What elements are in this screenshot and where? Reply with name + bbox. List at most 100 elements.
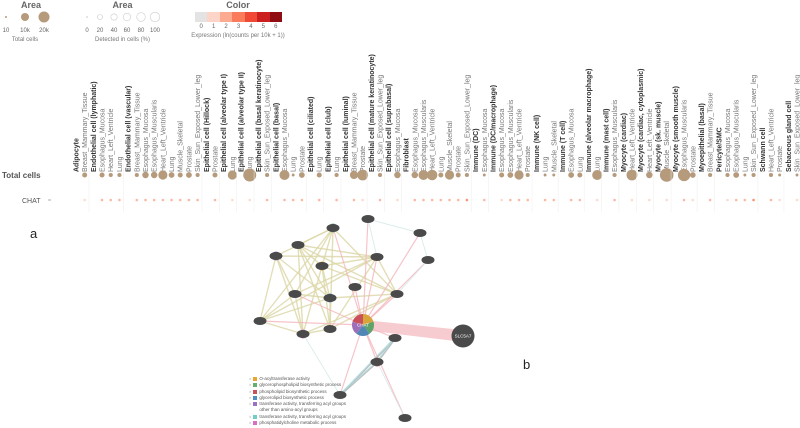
expression-dot: [691, 198, 695, 202]
gene-node[interactable]: [370, 357, 384, 367]
cell-type-label: Immune (T cell): [560, 121, 567, 172]
gene-node[interactable]: [326, 223, 340, 233]
total-cells-dot: [426, 169, 438, 181]
gene-node[interactable]: [388, 334, 402, 342]
total-cells-dot: [507, 172, 514, 178]
network-edge: [376, 256, 398, 295]
legend-detected-circles: [86, 11, 161, 23]
expression-dot: [456, 198, 460, 202]
gene-node[interactable]: [323, 293, 337, 303]
expression-dot: [665, 198, 668, 202]
expression-dot: [118, 198, 121, 202]
tissue-label: Esophagus_Mucosa: [499, 108, 506, 172]
tissue-label: Prostate: [525, 146, 532, 172]
go-legend-item[interactable]: × transferase activity, transferring acyl…: [249, 414, 354, 420]
remove-icon[interactable]: ×: [249, 376, 252, 381]
gene-node-chat[interactable]: CHAT: [352, 314, 374, 336]
tissue-label: Muscle_Skeletal: [551, 121, 558, 172]
expression-dot: [161, 198, 165, 202]
total-cells-dot: [568, 172, 575, 178]
network-edge: [294, 293, 304, 335]
remove-icon[interactable]: ×: [249, 388, 252, 394]
total-cells-dot: [291, 173, 295, 177]
tissue-label: Skin_Sun_Exposed_Lower_leg: [265, 75, 272, 172]
network-edge: [297, 244, 331, 330]
remove-icon[interactable]: ×: [249, 413, 252, 419]
total-cells-dot: [134, 172, 139, 178]
network-edge: [275, 227, 334, 257]
gene-node[interactable]: [269, 251, 283, 261]
tissue-label: Prostate: [456, 146, 463, 172]
remove-icon[interactable]: ×: [249, 420, 252, 426]
gene-node[interactable]: [348, 283, 362, 291]
gene-node[interactable]: [390, 290, 404, 298]
go-legend-item[interactable]: × O-acyltransferase activity: [249, 376, 354, 382]
network-edge: [259, 320, 304, 335]
gene-node[interactable]: [398, 414, 412, 422]
gene-node[interactable]: [323, 325, 337, 333]
node-annotation-slice: [352, 321, 363, 334]
go-legend-item[interactable]: × phosphatidylcholine metabolic process: [249, 420, 354, 426]
go-legend-item[interactable]: × glycerolipid biosynthetic process: [249, 395, 354, 401]
network-edge: [275, 255, 378, 258]
cell-type-label: Immune (mast cell): [603, 109, 610, 172]
gene-node[interactable]: [413, 229, 427, 237]
tissue-label: Esophagus_Muscularis: [682, 99, 689, 172]
network-edge: [419, 232, 429, 261]
node-body: [388, 334, 402, 342]
expression-dot: [595, 198, 599, 202]
go-legend-item[interactable]: × glycerophospholipid biosynthetic proces…: [249, 382, 354, 388]
network-edge: [297, 244, 378, 258]
network-edge: [339, 324, 364, 396]
remove-icon[interactable]: ×: [249, 401, 252, 407]
node-body: [253, 317, 267, 325]
total-cells-dot: [377, 172, 383, 178]
tick: 80: [137, 28, 145, 34]
expression-dot: [335, 198, 338, 202]
gene-node[interactable]: [291, 241, 305, 249]
total-cells-dot: [438, 172, 444, 178]
node-body: [390, 290, 404, 298]
expression-dot: [265, 198, 269, 202]
remove-icon[interactable]: ×: [249, 394, 252, 400]
gene-node[interactable]: [253, 317, 267, 325]
color-swatch: [253, 395, 258, 400]
go-legend-item[interactable]: × phospholipid biosynthetic process: [249, 389, 354, 395]
expression-dot: [135, 198, 139, 202]
tissue-label: Breast_Mammary_Tissue: [351, 92, 358, 172]
expression-dot: [152, 198, 156, 202]
color-swatch: [253, 377, 258, 381]
tissue-label: Esophagus_Mucosa: [482, 108, 489, 172]
legend-caption: Detected in cells (%): [94, 37, 151, 43]
tissue-label: Lung: [317, 156, 324, 172]
legend-expression: Color 0 1 2 3 4 5 6 Expression (ln(counts per …: [183, 0, 293, 39]
total-cells-dot: [243, 168, 257, 182]
total-cells-dot: [265, 172, 270, 178]
gene-node[interactable]: [370, 253, 384, 261]
expression-dot: [430, 198, 434, 202]
row-label-total-cells: Total cells: [2, 171, 41, 180]
network-edge: [297, 244, 323, 267]
gene-node[interactable]: [333, 391, 347, 399]
total-cells-dot: [577, 172, 583, 178]
tissue-label: Lung: [438, 156, 445, 172]
gene-node[interactable]: [315, 261, 329, 271]
gene-node[interactable]: [361, 215, 375, 223]
remove-icon[interactable]: ×: [249, 382, 252, 388]
tissue-label: Skin_Sun_Exposed_Lower_leg: [751, 75, 758, 172]
tissue-label: Breast_Mammary_Tissue: [82, 92, 89, 172]
network-edge: [376, 337, 396, 363]
network-edge: [329, 293, 398, 299]
gene-node[interactable]: [421, 256, 435, 264]
expression-dot: [100, 198, 104, 202]
gene-node-slc5a7[interactable]: SLC5A7: [451, 324, 475, 348]
gene-node[interactable]: [288, 290, 302, 298]
total-cells-dot: [612, 172, 617, 178]
color-swatch: [257, 12, 270, 22]
tissue-label: Esophagus_Mucosa: [412, 108, 419, 172]
gene-node[interactable]: [296, 329, 310, 339]
tissue-label: Heart_Left_Ventricle: [108, 108, 115, 172]
go-legend-item[interactable]: × transferase activity, transferring acyl…: [249, 401, 354, 414]
node-body: [451, 324, 475, 348]
